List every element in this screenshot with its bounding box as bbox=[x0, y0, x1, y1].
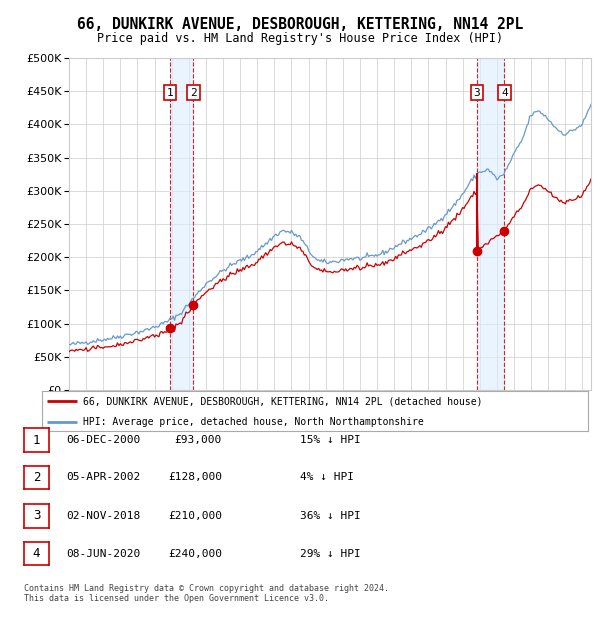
Text: 2: 2 bbox=[190, 87, 197, 97]
Text: £210,000: £210,000 bbox=[168, 511, 222, 521]
Bar bbox=[170, 58, 193, 390]
Text: £93,000: £93,000 bbox=[175, 435, 222, 445]
Text: 05-APR-2002: 05-APR-2002 bbox=[66, 472, 140, 482]
Text: 4% ↓ HPI: 4% ↓ HPI bbox=[300, 472, 354, 482]
Text: 4: 4 bbox=[501, 87, 508, 97]
Bar bbox=[477, 58, 505, 390]
Text: 66, DUNKIRK AVENUE, DESBOROUGH, KETTERING, NN14 2PL (detached house): 66, DUNKIRK AVENUE, DESBOROUGH, KETTERIN… bbox=[83, 396, 482, 406]
Text: 15% ↓ HPI: 15% ↓ HPI bbox=[300, 435, 361, 445]
Text: 06-DEC-2000: 06-DEC-2000 bbox=[66, 435, 140, 445]
Text: 08-JUN-2020: 08-JUN-2020 bbox=[66, 549, 140, 559]
Text: 2: 2 bbox=[33, 471, 40, 484]
Text: 29% ↓ HPI: 29% ↓ HPI bbox=[300, 549, 361, 559]
Text: 3: 3 bbox=[473, 87, 481, 97]
Text: Contains HM Land Registry data © Crown copyright and database right 2024.
This d: Contains HM Land Registry data © Crown c… bbox=[24, 584, 389, 603]
Text: £128,000: £128,000 bbox=[168, 472, 222, 482]
Text: 1: 1 bbox=[167, 87, 173, 97]
Text: £240,000: £240,000 bbox=[168, 549, 222, 559]
Text: 4: 4 bbox=[33, 547, 40, 560]
Text: 36% ↓ HPI: 36% ↓ HPI bbox=[300, 511, 361, 521]
Text: 66, DUNKIRK AVENUE, DESBOROUGH, KETTERING, NN14 2PL: 66, DUNKIRK AVENUE, DESBOROUGH, KETTERIN… bbox=[77, 17, 523, 32]
Text: 1: 1 bbox=[33, 434, 40, 446]
Text: HPI: Average price, detached house, North Northamptonshire: HPI: Average price, detached house, Nort… bbox=[83, 417, 424, 427]
Text: 02-NOV-2018: 02-NOV-2018 bbox=[66, 511, 140, 521]
Text: 3: 3 bbox=[33, 510, 40, 522]
Text: Price paid vs. HM Land Registry's House Price Index (HPI): Price paid vs. HM Land Registry's House … bbox=[97, 32, 503, 45]
